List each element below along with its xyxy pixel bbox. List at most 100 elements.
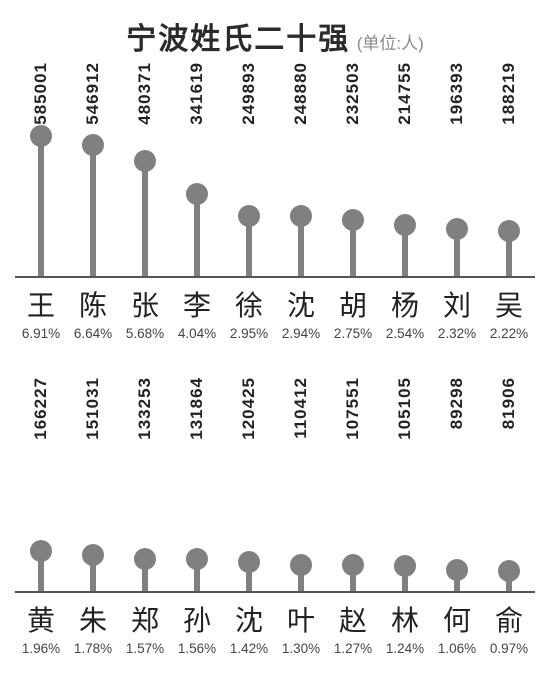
category-column: 黄 1.96% [15, 599, 67, 656]
value-label: 546912 [83, 62, 103, 125]
surname-label: 朱 [67, 599, 119, 639]
title-unit: (单位:人) [357, 34, 424, 53]
stem [142, 161, 148, 276]
labels-row: 黄1.96%朱1.78%郑1.57%孙1.56%沈1.42%叶1.30%赵1.2… [15, 599, 535, 656]
dot-marker [290, 554, 312, 576]
surname-label: 刘 [431, 284, 483, 324]
percent-label: 6.91% [15, 326, 67, 341]
category-column: 沈1.42% [223, 599, 275, 656]
dot-marker [498, 560, 520, 582]
percent-label: 1.56% [171, 641, 223, 656]
lollipop: 105105 [379, 383, 431, 591]
lollipop: 131864 [171, 383, 223, 591]
percent-label: 2.94% [275, 326, 327, 341]
category-column: 王 6.91% [15, 284, 67, 341]
percent-label: 1.57% [119, 641, 171, 656]
category-column: 朱1.78% [67, 599, 119, 656]
lollipop: 188219 [483, 68, 535, 276]
category-column: 李4.04% [171, 284, 223, 341]
surname-label: 俞 [483, 599, 535, 639]
stem [194, 194, 200, 276]
lollipop: 81906 [483, 383, 535, 591]
dot-marker [394, 214, 416, 236]
lollipop: 341619 [171, 68, 223, 276]
category-column: 沈 2.94% [275, 284, 327, 341]
percent-label: 1.06% [431, 641, 483, 656]
percent-label: 5.68% [119, 326, 171, 341]
labels-row: 王6.91%陈6.64%张5.68%李4.04%徐2.95%沈2.94%胡2.7… [15, 284, 535, 341]
value-label: 585001 [31, 62, 51, 125]
dot-marker [30, 125, 52, 147]
dot-marker [82, 544, 104, 566]
percent-label: 0.97% [483, 641, 535, 656]
percent-label: 2.95% [223, 326, 275, 341]
lollipop-area: 5850015469124803713416192498932488802325… [15, 68, 535, 278]
lollipop-area: 1662271510311332531318641204251104121075… [15, 383, 535, 593]
surname-label: 郑 [119, 599, 171, 639]
percent-label: 6.64% [67, 326, 119, 341]
surname-label: 王 [15, 284, 67, 324]
surname-label: 杨 [379, 284, 431, 324]
stem [90, 145, 96, 276]
lollipop: 89298 [431, 383, 483, 591]
category-column: 赵1.27% [327, 599, 379, 656]
value-label: 341619 [187, 62, 207, 125]
percent-label: 1.30% [275, 641, 327, 656]
percent-label: 1.96% [15, 641, 67, 656]
dot-marker [498, 220, 520, 242]
lollipop: 585001 [15, 68, 67, 276]
dot-marker [82, 134, 104, 156]
category-column: 杨2.54% [379, 284, 431, 341]
category-column: 俞 0.97% [483, 599, 535, 656]
value-label: 133253 [135, 377, 155, 440]
value-label: 105105 [395, 377, 415, 440]
value-label: 89298 [447, 377, 467, 429]
chart-panel-1: 5850015469124803713416192498932488802325… [15, 68, 535, 341]
lollipop: 110412 [275, 383, 327, 591]
lollipop: 120425 [223, 383, 275, 591]
chart-title: 宁波姓氏二十强 (单位:人) [0, 0, 550, 68]
percent-label: 2.75% [327, 326, 379, 341]
dot-marker [238, 551, 260, 573]
value-label: 151031 [83, 377, 103, 440]
title-main: 宁波姓氏二十强 [126, 23, 350, 56]
category-column: 孙1.56% [171, 599, 223, 656]
lollipop: 249893 [223, 68, 275, 276]
dot-marker [342, 209, 364, 231]
percent-label: 2.32% [431, 326, 483, 341]
dot-marker [446, 218, 468, 240]
dot-marker [186, 183, 208, 205]
category-column: 胡 2.75% [327, 284, 379, 341]
surname-label: 张 [119, 284, 171, 324]
lollipop: 107551 [327, 383, 379, 591]
surname-label: 沈 [275, 284, 327, 324]
dot-marker [394, 555, 416, 577]
dot-marker [290, 205, 312, 227]
value-label: 110412 [291, 377, 311, 439]
value-label: 131864 [187, 377, 207, 440]
category-column: 徐2.95% [223, 284, 275, 341]
percent-label: 1.27% [327, 641, 379, 656]
stem [38, 136, 44, 276]
surname-label: 吴 [483, 284, 535, 324]
lollipop: 232503 [327, 68, 379, 276]
surname-label: 林 [379, 599, 431, 639]
value-label: 166227 [31, 377, 51, 440]
chart-panel-2: 1662271510311332531318641204251104121075… [15, 383, 535, 656]
lollipop: 166227 [15, 383, 67, 591]
dot-marker [134, 150, 156, 172]
value-label: 249893 [239, 62, 259, 125]
surname-label: 胡 [327, 284, 379, 324]
surname-label: 李 [171, 284, 223, 324]
percent-label: 1.42% [223, 641, 275, 656]
lollipop: 133253 [119, 383, 171, 591]
category-column: 郑 1.57% [119, 599, 171, 656]
dot-marker [446, 559, 468, 581]
surname-label: 黄 [15, 599, 67, 639]
dot-marker [342, 554, 364, 576]
lollipop: 546912 [67, 68, 119, 276]
percent-label: 2.22% [483, 326, 535, 341]
dot-marker [238, 205, 260, 227]
surname-label: 何 [431, 599, 483, 639]
category-column: 林1.24% [379, 599, 431, 656]
